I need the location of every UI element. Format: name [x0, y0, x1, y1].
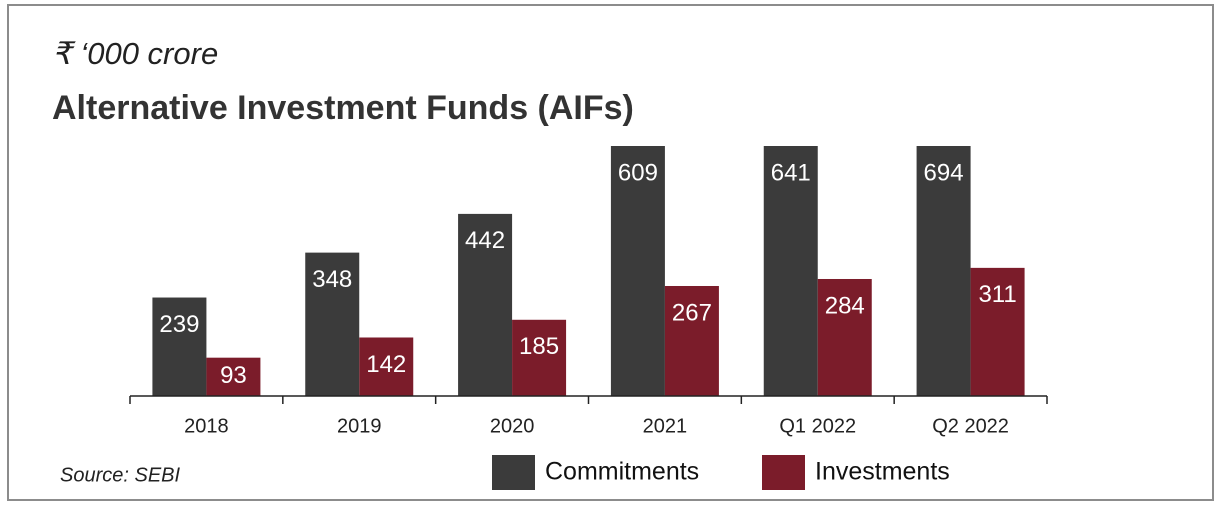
value-label: 641	[771, 159, 811, 186]
bar	[305, 252, 360, 396]
value-label: 93	[220, 362, 247, 389]
value-label: 185	[519, 333, 559, 360]
chart-title: Alternative Investment Funds (AIFs)	[52, 89, 634, 127]
x-tick-label: 2018	[184, 415, 229, 437]
bar	[916, 146, 971, 397]
legend-swatch	[762, 455, 805, 490]
value-label: 694	[924, 159, 964, 186]
bar	[970, 267, 1025, 396]
bar	[206, 357, 261, 396]
value-label: 348	[312, 266, 352, 293]
frame	[7, 4, 1214, 501]
x-tick-label: 2021	[643, 415, 688, 437]
value-label: 442	[465, 227, 505, 254]
bar	[817, 278, 872, 396]
plot	[152, 146, 1025, 397]
legend-label: Investments	[815, 458, 950, 486]
value-label: 311	[978, 281, 1016, 308]
bar	[458, 213, 513, 396]
legend-swatch	[492, 455, 535, 490]
value-label: 284	[825, 292, 865, 319]
value-label: 239	[159, 311, 199, 338]
bar	[610, 146, 665, 396]
bar	[664, 285, 719, 396]
source-note: Source: SEBI	[60, 464, 181, 486]
value-label: 609	[618, 159, 658, 186]
x-tick-label: 2020	[490, 415, 535, 437]
x-tick-label: Q2 2022	[932, 415, 1009, 437]
legend-label: Commitments	[545, 458, 699, 486]
overlay: 2018 239 93 2019 348 142 2020 442 185 2021 609 267 Q…	[129, 159, 1048, 490]
bar	[152, 297, 207, 396]
bar	[512, 319, 567, 396]
bar	[359, 337, 414, 396]
x-tick-label: 2019	[337, 415, 382, 437]
value-label: 142	[366, 351, 406, 378]
bar	[763, 146, 818, 396]
chart-subtitle: ₹ ‘000 crore	[52, 36, 218, 71]
x-tick-label: Q1 2022	[779, 415, 856, 437]
value-label: 267	[672, 299, 712, 326]
